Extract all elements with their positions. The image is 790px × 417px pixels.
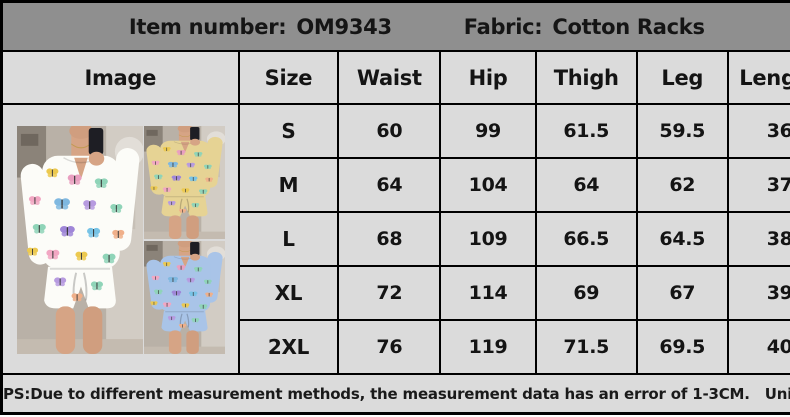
waist-2xl: 76 — [337, 319, 442, 375]
waist-l: 68 — [337, 211, 442, 267]
table-row: L 68 109 66.5 64.5 38 — [2, 211, 790, 267]
hip-xl: 114 — [439, 265, 537, 321]
size-m: M — [237, 157, 340, 213]
column-header-thigh: Thigh — [534, 50, 638, 105]
hip-l: 109 — [439, 211, 537, 267]
product-photo-collage — [3, 108, 238, 370]
product-photo-yellow-colorway — [144, 126, 225, 239]
title-bar: Item number: OM9343 Fabric: Cotton Racks — [0, 0, 790, 52]
table-header-row: Image Size Waist Hip Thigh Leg Length — [0, 50, 790, 105]
size-l: L — [237, 211, 340, 267]
thigh-s: 61.5 — [534, 103, 638, 159]
hip-s: 99 — [439, 103, 537, 159]
waist-m: 64 — [337, 157, 442, 213]
product-photo — [17, 126, 225, 354]
table-row: M 64 104 64 62 37 — [2, 157, 790, 213]
item-number-label: Item number: — [128, 14, 287, 39]
column-header-waist: Waist — [337, 50, 442, 105]
table-row: XL 72 114 69 67 39 — [2, 265, 790, 321]
length-2xl: 40 — [726, 319, 790, 375]
thigh-l: 66.5 — [534, 211, 638, 267]
waist-xl: 72 — [337, 265, 442, 321]
table-row: 2XL 76 119 71.5 69.5 40 — [2, 319, 790, 375]
fabric-label: Fabric: — [463, 14, 543, 39]
length-m: 37 — [726, 157, 790, 213]
product-photo-blue-colorway — [144, 240, 225, 354]
thigh-m: 64 — [534, 157, 638, 213]
column-header-size: Size — [237, 50, 340, 105]
hip-m: 104 — [439, 157, 537, 213]
size-xl: XL — [237, 265, 340, 321]
column-header-image: Image — [0, 50, 240, 105]
table-row: S 60 99 61.5 59.5 36 — [0, 103, 790, 375]
column-header-leg: Leg — [635, 50, 729, 105]
fabric-value: Cotton Racks — [552, 14, 705, 39]
leg-m: 62 — [635, 157, 729, 213]
leg-2xl: 69.5 — [635, 319, 729, 375]
column-header-hip: Hip — [439, 50, 537, 105]
size-2xl: 2XL — [237, 319, 340, 375]
length-s: 36 — [726, 103, 790, 159]
leg-l: 64.5 — [635, 211, 729, 267]
hip-2xl: 119 — [439, 319, 537, 375]
thigh-2xl: 71.5 — [534, 319, 638, 375]
footer-note-cell: PS:Due to different measurement methods,… — [0, 373, 790, 415]
product-photo-cell — [0, 103, 240, 375]
size-s: S — [237, 103, 340, 159]
leg-s: 59.5 — [635, 103, 729, 159]
product-photo-white-colorway — [17, 126, 144, 354]
column-header-length: Length — [726, 50, 790, 105]
leg-xl: 67 — [635, 265, 729, 321]
thigh-xl: 69 — [534, 265, 638, 321]
length-l: 38 — [726, 211, 790, 267]
measurement-note: PS:Due to different measurement methods,… — [3, 384, 790, 403]
item-number-value: OM9343 — [296, 14, 392, 39]
waist-s: 60 — [337, 103, 442, 159]
length-xl: 39 — [726, 265, 790, 321]
